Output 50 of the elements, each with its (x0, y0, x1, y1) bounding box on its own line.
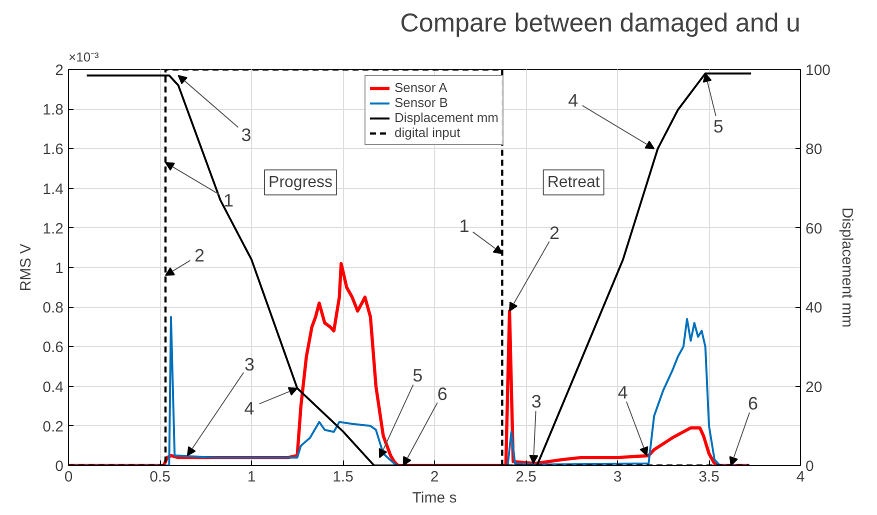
y2-tick-label: 80 (806, 141, 822, 158)
annotation: 5 (713, 116, 724, 136)
y2-axis-title: Displacement mm (838, 207, 856, 328)
x-tick-label: 3 (613, 468, 622, 486)
y2-tick-label: 60 (806, 220, 822, 238)
annotation: 1 (459, 216, 470, 236)
y-tick-label: 0.4 (42, 378, 64, 396)
y-tick-label: 0.6 (42, 339, 64, 356)
x-tick-label: 4 (796, 468, 805, 486)
y-tick-label: 0 (55, 458, 64, 475)
y-tick-label: 2 (55, 62, 64, 79)
y2-tick-label: 0 (806, 458, 814, 475)
annotation: 4 (244, 398, 254, 418)
annotation: Progress (268, 174, 333, 191)
text: ×10⁻³ (68, 50, 100, 64)
y-tick-label: 1 (55, 260, 64, 277)
annotation: Retreat (547, 174, 600, 191)
x-tick-label: 3.5 (698, 468, 720, 486)
annotation: 1 (223, 190, 234, 211)
x-tick-label: 1.5 (332, 468, 354, 486)
annotation: 3 (241, 124, 252, 145)
y-tick-label: 0.8 (42, 300, 64, 317)
legend-label: digital input (394, 125, 460, 140)
x-axis-title: Time s (412, 490, 457, 506)
y-tick-label: 1.8 (42, 102, 64, 119)
annotation: 6 (748, 393, 758, 414)
y-axis-title: RMS V (18, 244, 35, 292)
chart-title: Compare between damaged and u (400, 8, 801, 38)
annotation: 4 (618, 382, 628, 402)
y2-tick-label: 100 (806, 62, 831, 79)
y2-tick-label: 40 (806, 300, 822, 317)
annotation: 5 (412, 366, 423, 386)
annotation: 3 (531, 391, 542, 412)
y-tick-label: 1.2 (42, 220, 64, 238)
x-tick-label: 1 (247, 468, 256, 486)
x-tick-label: 0.5 (150, 468, 170, 486)
annotation: 2 (550, 222, 560, 243)
annotation: 3 (244, 354, 254, 374)
legend-label: Displacement mm (394, 110, 499, 125)
annotation: 6 (437, 384, 448, 404)
y2-tick-label: 20 (806, 378, 822, 396)
x-tick-label: 2 (430, 468, 439, 486)
y-tick-label: 1.6 (42, 141, 64, 158)
annotation: 4 (568, 90, 578, 111)
annotation: 2 (194, 245, 204, 266)
y-tick-label: 1.4 (42, 180, 64, 198)
x-tick-label: 2.5 (516, 468, 536, 486)
legend-label: Sensor A (394, 80, 448, 95)
y-tick-label: 0.2 (42, 418, 64, 436)
legend-label: Sensor B (394, 95, 448, 110)
